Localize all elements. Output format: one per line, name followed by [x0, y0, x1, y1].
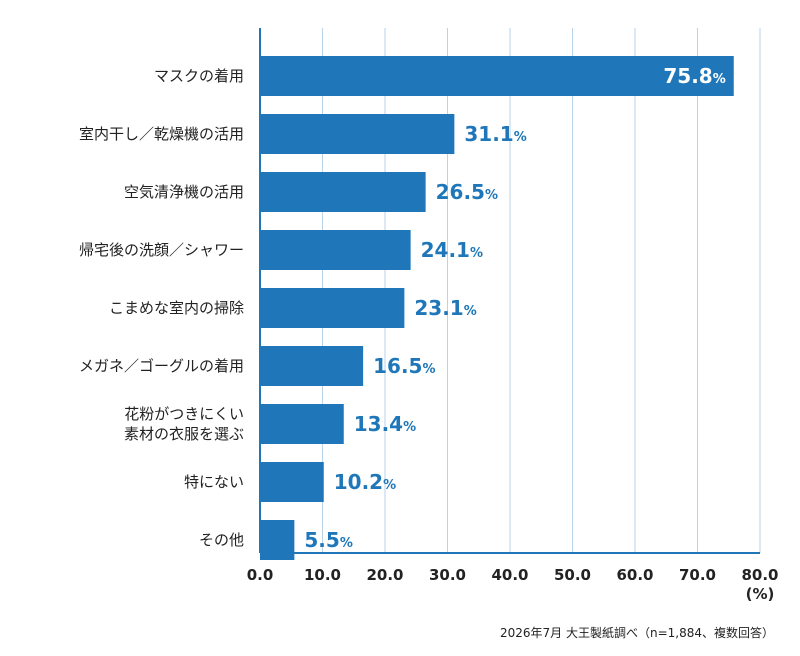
value-label: 31.1% — [464, 122, 526, 146]
x-tick-label: 70.0 — [679, 566, 716, 584]
x-tick-label: 80.0 — [741, 566, 778, 584]
x-tick-label: 50.0 — [554, 566, 591, 584]
category-label: 素材の衣服を選ぶ — [124, 425, 244, 443]
category-label: こまめな室内の掃除 — [109, 299, 244, 317]
category-label: 室内干し／乾燥機の活用 — [79, 125, 244, 143]
bar — [260, 172, 426, 212]
bar — [260, 346, 364, 386]
x-tick-label: 30.0 — [429, 566, 466, 584]
category-label: 帰宅後の洗顔／シャワー — [79, 241, 244, 259]
value-label: 13.4% — [354, 412, 416, 436]
category-label: 空気清浄機の活用 — [124, 183, 244, 201]
value-label: 26.5% — [436, 180, 498, 204]
value-label: 23.1% — [414, 296, 476, 320]
value-label: 5.5% — [304, 528, 352, 552]
bar — [260, 230, 411, 270]
bar — [260, 404, 344, 444]
x-axis-unit: (%) — [746, 585, 775, 603]
value-label: 24.1% — [421, 238, 483, 262]
x-tick-label: 10.0 — [304, 566, 341, 584]
value-label: 10.2% — [334, 470, 396, 494]
source-note: 2026年7月 大王製紙調べ（n=1,884、複数回答） — [499, 626, 774, 640]
x-tick-label: 0.0 — [247, 566, 274, 584]
category-label: マスクの着用 — [154, 67, 244, 85]
bar — [260, 520, 295, 560]
bar — [260, 462, 324, 502]
x-tick-label: 20.0 — [366, 566, 403, 584]
category-label: その他 — [199, 531, 244, 549]
bar — [260, 114, 455, 154]
category-label: 特にない — [184, 473, 244, 491]
x-tick-label: 60.0 — [616, 566, 653, 584]
category-label: 花粉がつきにくい — [124, 405, 244, 423]
category-label: メガネ／ゴーグルの着用 — [79, 357, 244, 375]
bar — [260, 288, 405, 328]
x-tick-label: 40.0 — [491, 566, 528, 584]
value-label: 16.5% — [373, 354, 435, 378]
bar — [260, 56, 734, 96]
value-label: 75.8% — [663, 64, 725, 88]
